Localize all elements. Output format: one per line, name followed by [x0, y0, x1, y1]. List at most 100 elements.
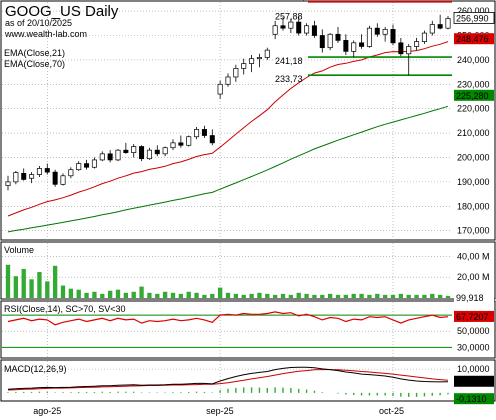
candle-body: [162, 147, 168, 155]
close-value-tag: 256,990: [456, 13, 489, 23]
candle-body: [44, 168, 50, 173]
price-tick-label: 260,000: [457, 6, 490, 16]
support-label: 241,18: [275, 56, 303, 66]
macd-value-tag: 4,6829: [456, 377, 484, 387]
volume-bar: [29, 279, 34, 298]
candle-body: [107, 153, 113, 161]
volume-bar: [170, 292, 176, 298]
volume-bar: [414, 294, 419, 298]
volume-bar: [178, 293, 184, 298]
candle-body: [445, 18, 451, 29]
volume-bar: [359, 293, 364, 298]
volume-bar: [194, 292, 199, 298]
candle-body: [178, 142, 184, 146]
rsi-value-tag: 67,7207: [456, 312, 489, 322]
volume-bar: [288, 294, 294, 298]
price-tick-label: 230,000: [457, 79, 490, 89]
ema70-legend: EMA(Close,70): [4, 59, 65, 69]
candle-body: [335, 33, 341, 41]
support2-label: 233,73: [275, 74, 303, 84]
candle-body: [437, 24, 443, 29]
price-tick-label: 170,000: [457, 226, 490, 236]
macd-value-tag-bg: [454, 375, 494, 387]
ema21-value-tag-bg: [454, 33, 494, 45]
candle-body: [280, 25, 286, 29]
candle-body: [68, 169, 74, 177]
price-panel-frame: [0, 0, 496, 241]
macd-legend: MACD(12,26,9): [4, 364, 67, 374]
chart-date: as of 20/10/2025: [5, 18, 72, 28]
macd-panel-frame: [0, 359, 496, 402]
volume-bar: [155, 293, 160, 298]
candle-body: [382, 29, 388, 35]
candle-body: [217, 83, 223, 95]
candle-body: [209, 135, 215, 144]
candle-body: [52, 171, 58, 185]
ema70-value-tag-bg: [454, 89, 494, 101]
close-value-tag-border: [453, 12, 495, 24]
candle-body: [99, 153, 105, 161]
volume-bar: [296, 292, 301, 298]
rsi-tick-label: 50,0000: [457, 326, 490, 336]
candle-body: [21, 172, 27, 180]
candle-body: [139, 146, 145, 160]
volume-bar: [186, 291, 191, 298]
rsi-layer: [2, 311, 452, 348]
candle-body: [296, 21, 302, 34]
candle-body: [194, 129, 200, 138]
volume-bar: [162, 291, 168, 298]
volume-bar: [92, 291, 97, 298]
candle-body: [272, 25, 278, 35]
candle-body: [91, 159, 97, 168]
volume-bar: [351, 293, 356, 298]
candle-body: [131, 146, 137, 153]
resistance-label: 263,79: [287, 0, 315, 2]
candle-body: [146, 149, 152, 160]
chart-title: GOOG_US Daily: [5, 3, 119, 20]
volume-bar: [139, 286, 144, 298]
candle-body: [60, 175, 66, 185]
histogram-value-tag: -0,1310: [456, 394, 487, 404]
candle-body: [154, 149, 160, 155]
volume-bar: [335, 294, 341, 298]
volume-bar: [304, 293, 309, 298]
volume-bar: [68, 288, 74, 298]
volume-bar: [37, 272, 42, 298]
candle-body: [29, 174, 35, 179]
volume-bar: [5, 264, 11, 298]
candle-body: [84, 163, 90, 168]
volume-bar: [202, 294, 207, 298]
candle-body: [390, 29, 396, 44]
x-tick-label: ago-25: [33, 406, 61, 416]
candle-body: [170, 142, 176, 149]
price-tick-label: 240,000: [457, 55, 490, 65]
candle-body: [256, 57, 262, 60]
candle-body: [429, 24, 435, 34]
volume-bar: [123, 292, 129, 298]
volume-bar: [241, 294, 246, 298]
histogram-value-tag-bg: [454, 393, 494, 405]
candle-body: [115, 149, 121, 161]
price-tick-label: 180,000: [457, 201, 490, 211]
candle-body: [414, 41, 420, 47]
candle-body: [327, 33, 333, 49]
volume-bar: [382, 294, 388, 298]
volume-bar: [45, 281, 50, 298]
volume-tick-label: 40,00 M: [457, 251, 490, 261]
macd-line: [7, 366, 449, 390]
volume-bar: [84, 292, 89, 298]
x-tick-label: sep-25: [206, 406, 234, 416]
price-tick-label: 190,000: [457, 177, 490, 187]
candle-body: [398, 42, 404, 55]
candle-body: [406, 46, 412, 55]
candle-body: [201, 129, 207, 136]
value-tags: 256,990 248,476 225,280 99,918 67,7207 4,6829…: [453, 12, 495, 405]
volume-legend: Volume: [4, 245, 34, 255]
candle-body: [351, 42, 357, 52]
ema21-legend: EMA(Close,21): [4, 48, 65, 58]
volume-bar: [131, 291, 136, 298]
volume-bar: [343, 294, 349, 298]
volume-bar: [21, 268, 26, 298]
volume-bar: [422, 294, 427, 298]
